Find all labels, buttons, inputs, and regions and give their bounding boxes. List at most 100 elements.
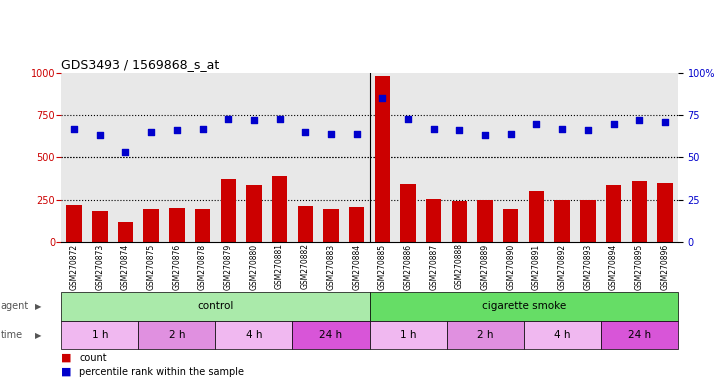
Bar bbox=[272, 176, 288, 242]
Text: count: count bbox=[79, 353, 107, 363]
Point bbox=[68, 126, 80, 132]
Text: GSM270891: GSM270891 bbox=[532, 243, 541, 290]
Bar bbox=[61, 321, 138, 349]
Text: GSM270893: GSM270893 bbox=[583, 243, 593, 290]
Text: control: control bbox=[198, 301, 234, 311]
Text: 2 h: 2 h bbox=[169, 330, 185, 340]
Text: GSM270876: GSM270876 bbox=[172, 243, 182, 290]
Text: cigarette smoke: cigarette smoke bbox=[482, 301, 566, 311]
Point bbox=[197, 126, 208, 132]
Point bbox=[223, 116, 234, 122]
Point bbox=[659, 119, 671, 125]
Text: GSM270875: GSM270875 bbox=[146, 243, 156, 290]
Text: ▶: ▶ bbox=[35, 331, 42, 339]
Point bbox=[274, 116, 286, 122]
Point bbox=[94, 132, 105, 139]
Point bbox=[248, 117, 260, 123]
Point bbox=[351, 131, 363, 137]
Text: GSM270887: GSM270887 bbox=[429, 243, 438, 290]
Text: GSM270894: GSM270894 bbox=[609, 243, 618, 290]
Bar bbox=[528, 191, 544, 242]
Text: GSM270896: GSM270896 bbox=[660, 243, 669, 290]
Bar bbox=[195, 209, 211, 242]
Text: ▶: ▶ bbox=[35, 302, 42, 311]
Bar bbox=[446, 321, 523, 349]
Text: GSM270886: GSM270886 bbox=[404, 243, 412, 290]
Text: 1 h: 1 h bbox=[92, 330, 108, 340]
Text: time: time bbox=[1, 330, 23, 340]
Point bbox=[171, 127, 182, 134]
Text: GSM270890: GSM270890 bbox=[506, 243, 516, 290]
Text: GSM270889: GSM270889 bbox=[481, 243, 490, 290]
Bar bbox=[503, 209, 518, 242]
Text: 1 h: 1 h bbox=[399, 330, 416, 340]
Text: GSM270882: GSM270882 bbox=[301, 243, 310, 290]
Point bbox=[120, 149, 131, 156]
Bar bbox=[426, 199, 441, 242]
Bar bbox=[349, 207, 364, 242]
Point bbox=[402, 116, 414, 122]
Bar bbox=[400, 184, 416, 242]
Point bbox=[608, 121, 619, 127]
Text: GSM270884: GSM270884 bbox=[352, 243, 361, 290]
Point bbox=[325, 131, 337, 137]
Bar bbox=[323, 209, 339, 242]
Text: GSM270880: GSM270880 bbox=[249, 243, 258, 290]
Text: GSM270895: GSM270895 bbox=[634, 243, 644, 290]
Bar bbox=[92, 211, 107, 242]
Bar bbox=[523, 321, 601, 349]
Text: ■: ■ bbox=[61, 367, 72, 377]
Bar bbox=[370, 321, 446, 349]
Bar bbox=[169, 208, 185, 242]
Text: percentile rank within the sample: percentile rank within the sample bbox=[79, 367, 244, 377]
Text: GSM270881: GSM270881 bbox=[275, 243, 284, 290]
Text: ■: ■ bbox=[61, 353, 72, 363]
Text: GSM270878: GSM270878 bbox=[198, 243, 207, 290]
Bar bbox=[477, 200, 493, 242]
Text: GSM270873: GSM270873 bbox=[95, 243, 105, 290]
Text: 4 h: 4 h bbox=[554, 330, 570, 340]
Bar bbox=[554, 200, 570, 242]
Bar bbox=[370, 292, 678, 321]
Point bbox=[428, 126, 440, 132]
Bar bbox=[221, 179, 236, 242]
Point bbox=[531, 121, 542, 127]
Point bbox=[479, 132, 491, 139]
Bar bbox=[247, 185, 262, 242]
Bar bbox=[632, 181, 647, 242]
Text: GDS3493 / 1569868_s_at: GDS3493 / 1569868_s_at bbox=[61, 58, 219, 71]
Point bbox=[505, 131, 516, 137]
Point bbox=[634, 117, 645, 123]
Text: agent: agent bbox=[1, 301, 29, 311]
Bar bbox=[216, 321, 293, 349]
Bar bbox=[61, 292, 370, 321]
Bar bbox=[298, 207, 313, 242]
Point bbox=[557, 126, 568, 132]
Bar bbox=[601, 321, 678, 349]
Point bbox=[146, 129, 157, 135]
Text: 24 h: 24 h bbox=[319, 330, 342, 340]
Bar bbox=[580, 200, 596, 242]
Bar bbox=[138, 321, 216, 349]
Bar bbox=[66, 205, 82, 242]
Text: GSM270892: GSM270892 bbox=[557, 243, 567, 290]
Text: 24 h: 24 h bbox=[628, 330, 651, 340]
Bar bbox=[143, 209, 159, 242]
Bar bbox=[293, 321, 370, 349]
Text: GSM270883: GSM270883 bbox=[327, 243, 335, 290]
Text: GSM270874: GSM270874 bbox=[121, 243, 130, 290]
Bar bbox=[375, 76, 390, 242]
Point bbox=[299, 129, 311, 135]
Text: 4 h: 4 h bbox=[246, 330, 262, 340]
Text: GSM270885: GSM270885 bbox=[378, 243, 387, 290]
Text: GSM270879: GSM270879 bbox=[224, 243, 233, 290]
Bar bbox=[451, 200, 467, 242]
Bar bbox=[606, 185, 622, 242]
Text: 2 h: 2 h bbox=[477, 330, 493, 340]
Text: GSM270888: GSM270888 bbox=[455, 243, 464, 290]
Text: GSM270872: GSM270872 bbox=[70, 243, 79, 290]
Point bbox=[582, 127, 593, 134]
Bar bbox=[118, 222, 133, 242]
Point bbox=[454, 127, 465, 134]
Point bbox=[376, 95, 388, 101]
